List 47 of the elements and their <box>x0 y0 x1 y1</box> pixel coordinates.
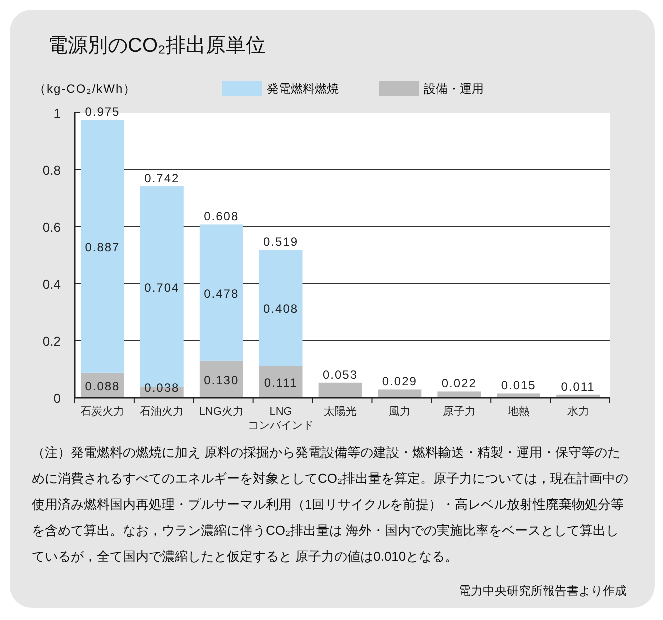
total-label: 0.519 <box>264 235 299 250</box>
data-label: 0.111 <box>264 376 298 390</box>
x-tick-label: 原子力 <box>442 405 476 418</box>
y-tick-label: 0 <box>54 391 61 406</box>
data-label: 0.053 <box>322 368 358 382</box>
x-tick-label: 地熱 <box>506 405 530 418</box>
title: 電源別のCO₂排出原単位 <box>48 35 266 57</box>
bar <box>497 394 541 398</box>
bar <box>318 382 362 398</box>
y-tick-label: 0.6 <box>42 220 61 235</box>
source: 電力中央研究所報告書より作成 <box>459 583 627 600</box>
x-tick-label: 風力 <box>388 405 411 418</box>
data-label: 0.015 <box>501 378 536 393</box>
total-label: 0.975 <box>85 105 120 120</box>
x-tick-label: LNG火力 <box>199 405 244 418</box>
legend-label: 発電燃料燃焼 <box>267 82 339 96</box>
bar <box>378 390 422 398</box>
bar <box>81 120 124 373</box>
bar <box>200 224 244 361</box>
bar <box>259 250 303 366</box>
x-tick-label: 石炭火力 <box>80 405 125 418</box>
data-label: 0.887 <box>85 240 120 255</box>
data-label: 0.011 <box>561 380 596 394</box>
total-label: 0.742 <box>144 172 180 186</box>
data-label: 0.704 <box>144 280 180 295</box>
legend-label: 設備・運用 <box>424 82 484 96</box>
data-label: 0.029 <box>382 374 418 389</box>
data-label: 0.130 <box>204 373 240 388</box>
y-tick-label: 0.8 <box>42 163 61 178</box>
bar <box>259 366 303 398</box>
total-label: 0.608 <box>204 210 240 224</box>
data-label: 0.088 <box>85 379 120 394</box>
x-tick-label: 石油火力 <box>140 405 184 418</box>
bar <box>200 360 244 398</box>
y-tick-label: 1 <box>54 106 61 121</box>
x-tick-label: 太陽光 <box>324 405 357 418</box>
data-label: 0.408 <box>264 302 299 316</box>
data-label: 0.022 <box>442 376 477 391</box>
x-tick-label: 水力 <box>567 405 590 418</box>
ylabel: （kg-CO₂/kWh） <box>34 82 137 96</box>
bar <box>438 392 482 398</box>
y-tick-label: 0.4 <box>42 277 61 292</box>
y-tick-label: 0.2 <box>42 334 61 349</box>
x-tick-label: LNG コンバインド <box>248 406 314 432</box>
note: （注）発電燃料の燃焼に加え 原料の採掘から発電設備等の建設・燃料輸送・精製・運用・保守等のために消費されるすべてのエネルギーを対象としてCO₂排出量を算定。原子力については，現在計画中の使用済み燃料国内再処理・プルサーマル利用（1回リサイクルを前提）・高レベル放射性廃棄物処分等を含めて算出。なお，ウラン濃縮に伴うCO₂排出量は 海外・国内での実施比率をベースとして算出しているが，全て国内で濃縮したと仮定すると 原子力の値は0.010となる。 <box>32 444 630 566</box>
data-label: 0.478 <box>204 286 240 301</box>
data-label: 0.038 <box>144 381 180 395</box>
